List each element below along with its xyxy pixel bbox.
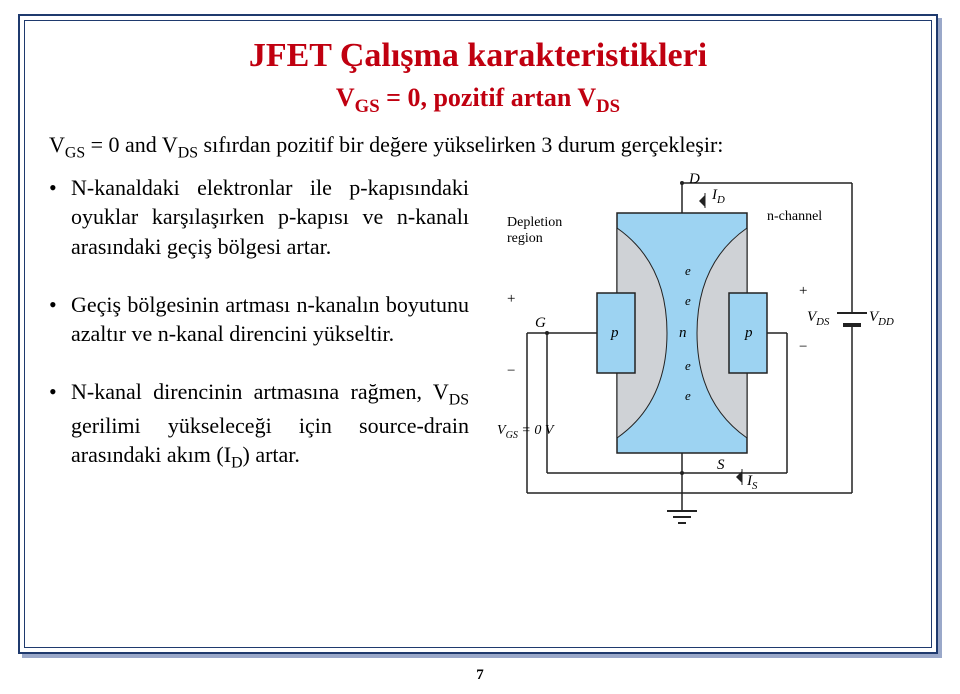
vds-plus: + <box>799 283 807 299</box>
label-g: G <box>535 315 546 332</box>
slide-subtitle: VGS = 0, pozitif artan VDS <box>49 83 907 118</box>
gate-plus: + <box>507 291 515 308</box>
subtitle-ds: DS <box>596 96 620 117</box>
p-right: p <box>745 325 753 342</box>
e4: e <box>685 388 691 404</box>
label-nchannel: n-channel <box>767 209 822 225</box>
intro-sub1: GS <box>65 145 85 162</box>
p-left: p <box>611 325 619 342</box>
e2: e <box>685 293 691 309</box>
bullet-3sub2: D <box>231 455 242 472</box>
id-arrow <box>699 195 705 207</box>
e3: e <box>685 358 691 374</box>
slide-outer-frame: JFET Çalışma karakteristikleri VGS = 0, … <box>18 14 938 654</box>
slide-title: JFET Çalışma karakteristikleri <box>49 37 907 75</box>
subtitle-vgs: V <box>336 83 355 112</box>
n-center: n <box>679 325 687 342</box>
bullet-3sub: DS <box>449 391 469 408</box>
label-is: IS <box>747 473 757 492</box>
bullet-1-text: N-kanaldaki elektronlar ile p-kapısındak… <box>71 175 469 259</box>
label-id: ID <box>712 187 725 206</box>
bullet-1: N-kanaldaki elektronlar ile p-kapısındak… <box>49 173 469 262</box>
content-row: N-kanaldaki elektronlar ile p-kapısındak… <box>49 173 907 543</box>
e1: e <box>685 263 691 279</box>
slide-inner-frame: JFET Çalışma karakteristikleri VGS = 0, … <box>24 20 932 648</box>
intro-paragraph: VGS = 0 and VDS sıfırdan pozitif bir değ… <box>49 132 907 162</box>
label-s: S <box>717 457 725 474</box>
intro-p1: V <box>49 132 65 157</box>
page-number: 7 <box>476 667 484 684</box>
intro-p3: sıfırdan pozitif bir değere yükselirken … <box>198 132 723 157</box>
title-text: JFET Çalışma karakteristikleri <box>249 37 707 74</box>
intro-p2: = 0 and V <box>85 132 178 157</box>
bullet-2-text: Geçiş bölgesinin artması n-kanalın boyut… <box>71 292 469 347</box>
jfet-diagram: + − Depletion region n-channel D G S ID … <box>487 173 907 543</box>
intro-sub2: DS <box>178 145 198 162</box>
label-d: D <box>689 171 700 188</box>
subtitle-gs: GS <box>355 96 380 117</box>
label-region: region <box>507 231 543 247</box>
bullet-3a: N-kanal direncinin artmasına rağmen, V <box>71 379 449 404</box>
bullet-list: N-kanaldaki elektronlar ile p-kapısındak… <box>49 173 469 543</box>
bullet-3c: ) artar. <box>243 442 300 467</box>
label-vds: VDS <box>807 309 829 328</box>
bullet-3: N-kanal direncinin artmasına rağmen, VDS… <box>49 377 469 474</box>
label-vgs0: VGS = 0 V <box>497 423 553 441</box>
label-depletion: Depletion <box>507 215 562 231</box>
vds-minus: − <box>799 339 807 355</box>
subtitle-eq: = 0, pozitif artan V <box>380 83 597 112</box>
bullet-2: Geçiş bölgesinin artması n-kanalın boyut… <box>49 290 469 349</box>
label-vdd: VDD <box>869 309 894 328</box>
gate-minus: − <box>507 363 515 380</box>
